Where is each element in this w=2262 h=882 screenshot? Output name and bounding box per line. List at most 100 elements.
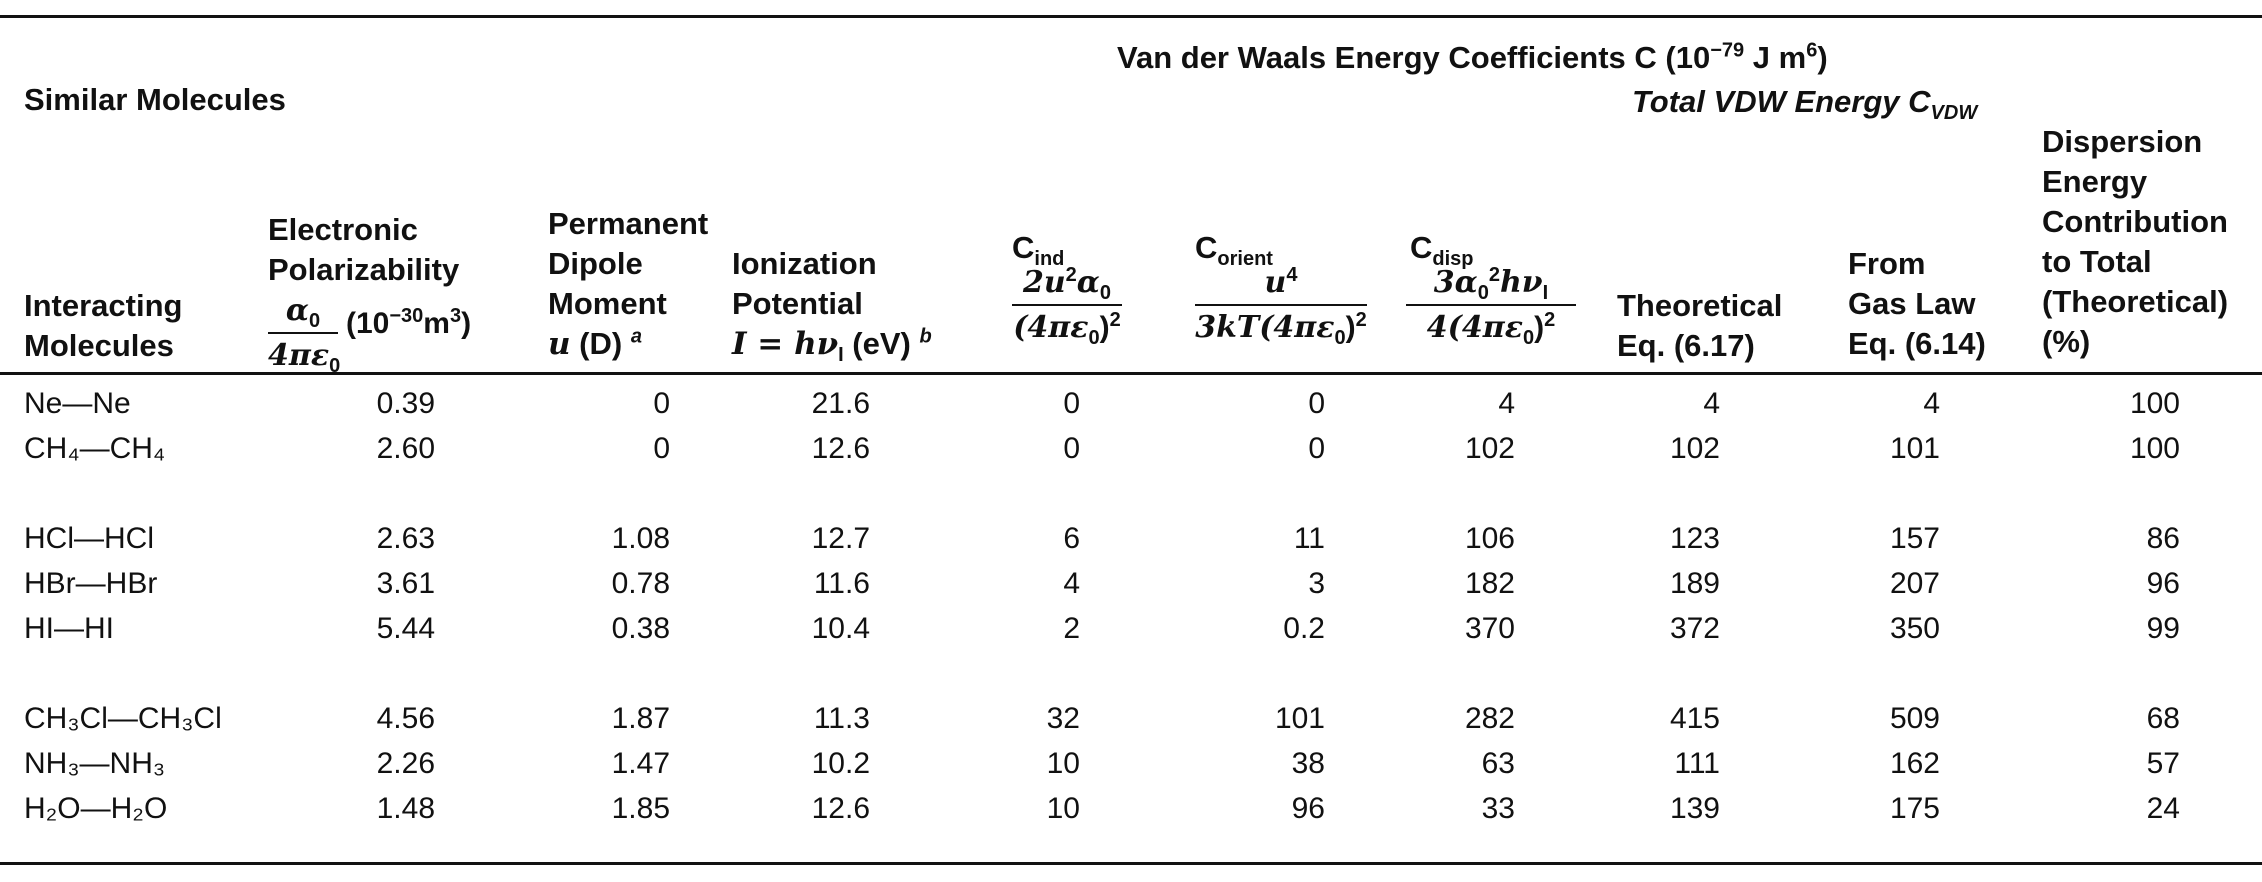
- cell-mol: Ne—Ne: [24, 387, 131, 420]
- cell-theo: 4: [1703, 387, 1720, 420]
- cell-dipole: 1.47: [611, 747, 670, 780]
- cell-ion: 10.2: [811, 747, 870, 780]
- top-rule: [0, 15, 2262, 18]
- col-header-theoretical: Theoretical Eq. (6.17): [1617, 288, 1783, 363]
- cell-orient: 3: [1308, 567, 1325, 600]
- cell-orient: 38: [1291, 747, 1325, 780]
- col-header-cdisp: Cdisp: [1410, 230, 1474, 271]
- cell-pct: 57: [2146, 747, 2180, 780]
- cell-polar: 2.60: [376, 432, 435, 465]
- corient-fraction: u4 3kT(4πε0)2: [1195, 264, 1367, 349]
- cell-disp: 370: [1464, 612, 1515, 645]
- cell-gas: 350: [1889, 612, 1940, 645]
- cell-gas: 101: [1889, 432, 1940, 465]
- cell-gas: 175: [1889, 792, 1940, 825]
- bottom-rule: [0, 862, 2262, 865]
- cell-ion: 12.7: [811, 522, 870, 555]
- cell-theo: 123: [1669, 522, 1720, 555]
- cell-ind: 32: [1046, 702, 1080, 735]
- cell-theo: 189: [1669, 567, 1720, 600]
- polarizability-unit: (10−30m3): [346, 305, 472, 340]
- cind-fraction: 2u2α0 (4πε0)2: [1012, 264, 1122, 349]
- cell-disp: 102: [1464, 432, 1515, 465]
- cell-ind: 2: [1063, 612, 1080, 645]
- cell-disp: 182: [1464, 567, 1515, 600]
- similar-molecules-caption: Similar Molecules: [24, 82, 286, 117]
- col-header-gaslaw: From Gas Law Eq. (6.14): [1848, 246, 1986, 361]
- cell-disp: 33: [1481, 792, 1515, 825]
- cell-dipole: 1.08: [611, 522, 670, 555]
- cell-ion: 21.6: [811, 387, 870, 420]
- cell-ion: 11.3: [813, 702, 870, 735]
- col-header-dispersion: Dispersion Energy Contribution to Total …: [2042, 124, 2229, 359]
- cell-ind: 0: [1063, 432, 1080, 465]
- cell-mol: H₂O—H₂O: [24, 792, 168, 825]
- cell-ind: 0: [1063, 387, 1080, 420]
- col-header-cind: Cind: [1012, 230, 1065, 271]
- col-header-dipole: Permanent Dipole Moment u (D) a: [548, 206, 709, 362]
- cell-pct: 100: [2129, 387, 2180, 420]
- cell-polar: 3.61: [376, 567, 435, 600]
- cell-ion: 10.4: [811, 612, 870, 645]
- cell-theo: 102: [1669, 432, 1720, 465]
- header-rule: [0, 372, 2262, 375]
- cell-mol: HCl—HCl: [24, 522, 154, 555]
- total-vdw-caption: Total VDW Energy CVDW: [1632, 84, 1978, 125]
- cell-theo: 111: [1674, 747, 1720, 780]
- cell-ion: 12.6: [811, 792, 870, 825]
- cell-disp: 4: [1498, 387, 1515, 420]
- cell-dipole: 1.85: [611, 792, 670, 825]
- cell-mol: HI—HI: [24, 612, 114, 645]
- cell-ind: 10: [1046, 747, 1080, 780]
- cell-pct: 96: [2146, 567, 2180, 600]
- cell-polar: 2.63: [376, 522, 435, 555]
- cell-dipole: 0.38: [611, 612, 670, 645]
- cell-theo: 139: [1669, 792, 1720, 825]
- cell-disp: 63: [1481, 747, 1515, 780]
- cell-pct: 68: [2146, 702, 2180, 735]
- cell-polar: 2.26: [376, 747, 435, 780]
- cell-polar: 0.39: [376, 387, 435, 420]
- cell-dipole: 0: [653, 387, 670, 420]
- cell-mol: NH₃—NH₃: [24, 747, 166, 780]
- cell-gas: 509: [1889, 702, 1940, 735]
- cell-dipole: 1.87: [611, 702, 670, 735]
- cell-orient: 96: [1291, 792, 1325, 825]
- cell-polar: 5.44: [376, 612, 435, 645]
- cell-theo: 372: [1669, 612, 1720, 645]
- col-header-ionization: Ionization Potential I = hνI (eV) b: [732, 246, 932, 367]
- col-header-interacting: Interacting Molecules: [24, 288, 183, 363]
- cdisp-fraction: 3α02hνI 4(4πε0)2: [1406, 264, 1576, 348]
- col-header-polarizability: Electronic Polarizability: [268, 212, 460, 287]
- cell-ind: 4: [1063, 567, 1080, 600]
- cell-disp: 282: [1464, 702, 1515, 735]
- polarizability-fraction: α0 4πε0: [268, 293, 341, 377]
- cell-orient: 101: [1274, 702, 1325, 735]
- cell-mol: HBr—HBr: [24, 567, 158, 600]
- cell-mol: CH₄—CH₄: [24, 432, 166, 465]
- cell-gas: 162: [1889, 747, 1940, 780]
- cell-theo: 415: [1669, 702, 1720, 735]
- cell-orient: 0.2: [1283, 612, 1325, 645]
- cell-ind: 6: [1063, 522, 1080, 555]
- cell-gas: 4: [1923, 387, 1940, 420]
- vdw-coefficients-caption: Van der Waals Energy Coefficients C (10−…: [1117, 39, 1828, 75]
- col-header-corient: Corient: [1195, 230, 1273, 271]
- cell-ion: 11.6: [813, 567, 870, 600]
- cell-dipole: 0.78: [611, 567, 670, 600]
- cell-polar: 1.48: [376, 792, 435, 825]
- cell-pct: 86: [2146, 522, 2180, 555]
- cell-orient: 0: [1308, 387, 1325, 420]
- cell-disp: 106: [1464, 522, 1515, 555]
- cell-pct: 99: [2146, 612, 2180, 645]
- cell-gas: 157: [1889, 522, 1940, 555]
- cell-ind: 10: [1046, 792, 1080, 825]
- cell-ion: 12.6: [811, 432, 870, 465]
- cell-pct: 24: [2146, 792, 2180, 825]
- cell-pct: 100: [2129, 432, 2180, 465]
- cell-polar: 4.56: [376, 702, 435, 735]
- cell-orient: 11: [1293, 522, 1325, 555]
- cell-gas: 207: [1889, 567, 1940, 600]
- cell-mol: CH₃Cl—CH₃Cl: [24, 702, 222, 735]
- cell-dipole: 0: [653, 432, 670, 465]
